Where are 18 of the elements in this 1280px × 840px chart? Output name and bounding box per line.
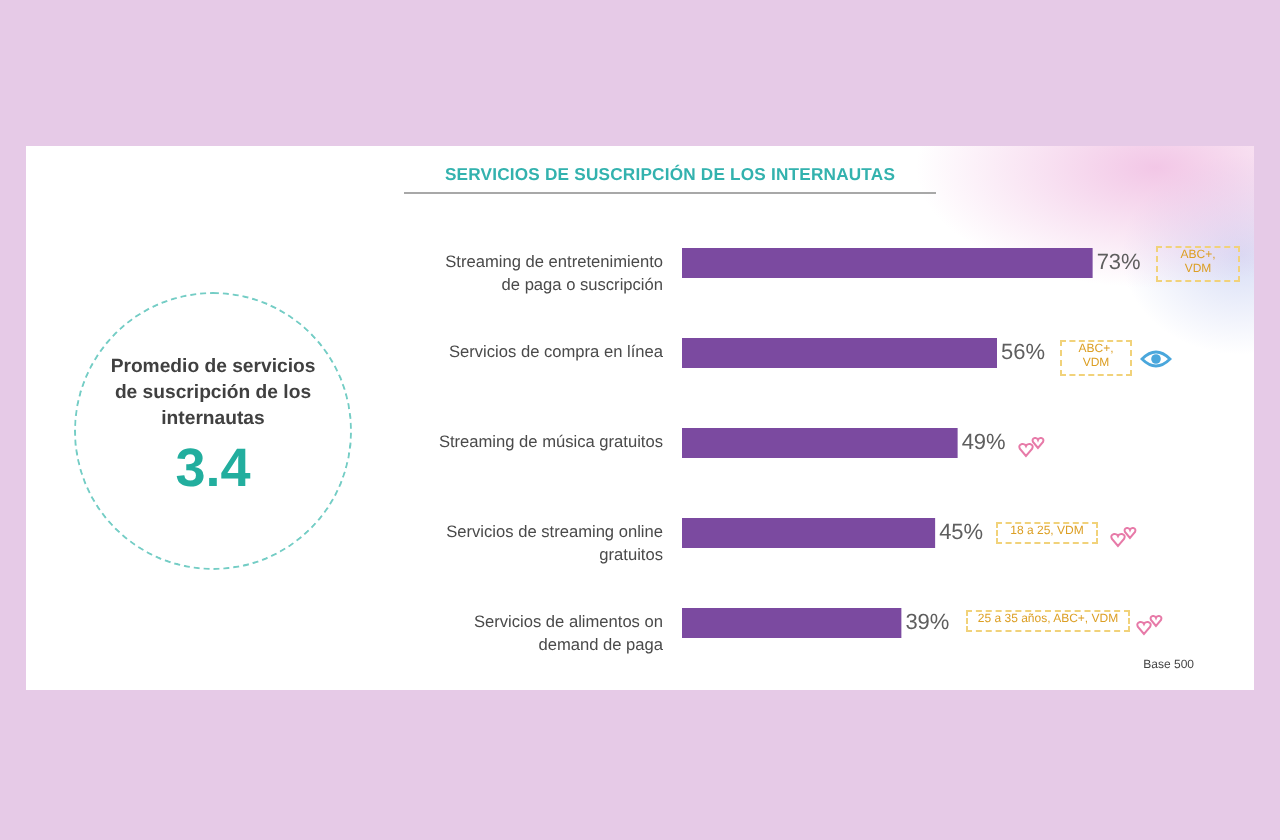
bar — [682, 607, 902, 638]
bar — [682, 336, 997, 367]
data-label: 49% — [961, 430, 1007, 454]
data-label: 45% — [939, 520, 984, 545]
bar — [682, 246, 1093, 277]
y-tick-label: Streaming de entretenimiento de paga o suscripción — [445, 249, 664, 293]
chart-title: SERVICIOS DE SUSCRIPCIÓN DE LOS INTERNAUTAS — [404, 164, 936, 194]
text: Promedio de servicios de suscripción de los internautas — [108, 354, 318, 432]
bar — [682, 427, 958, 457]
y-tick-label: Servicios de streaming online gratuitos — [446, 520, 664, 564]
y-tick-label: Streaming de música gratuitos — [438, 430, 663, 450]
data-label: 39% — [905, 610, 950, 635]
y-tick-label: Servicios de alimentos on demand de paga — [473, 610, 664, 654]
y-tick-label: Servicios de compra en línea — [449, 339, 664, 360]
bar — [682, 517, 936, 548]
data-label: 73% — [1096, 249, 1142, 274]
text: 3.4 — [173, 436, 253, 500]
data-label: 56% — [1001, 339, 1046, 364]
